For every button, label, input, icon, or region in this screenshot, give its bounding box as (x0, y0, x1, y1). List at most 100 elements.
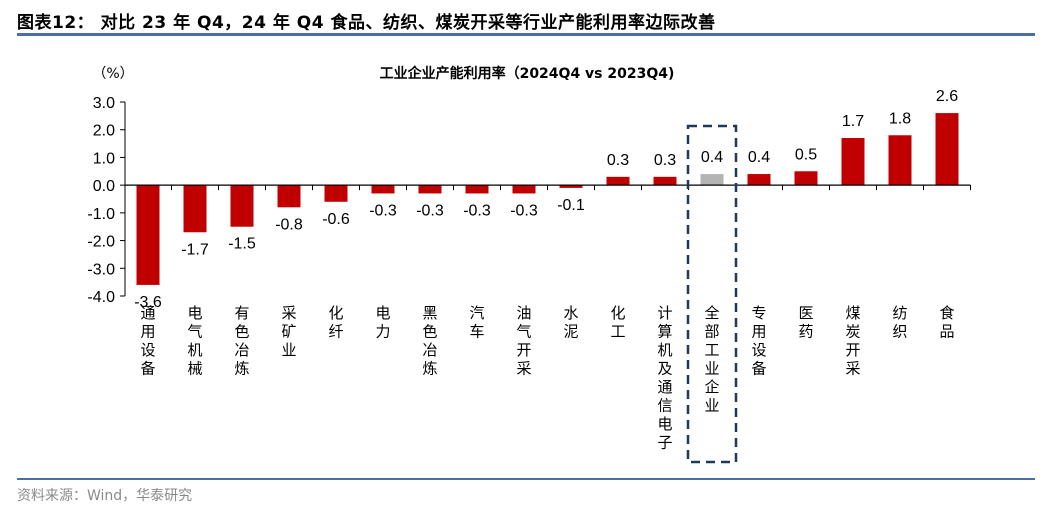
category-label: 汽 (469, 304, 484, 322)
category-label: 计 (657, 304, 672, 322)
category-label: 冶 (422, 341, 437, 359)
category-label: 电 (375, 304, 390, 322)
bar (747, 174, 771, 186)
bar-value-label: 0.4 (748, 149, 770, 166)
category-label: 车 (469, 323, 484, 341)
y-tick-label: -2.0 (87, 234, 115, 251)
category-label: 业 (704, 397, 719, 415)
category-label: 用 (751, 323, 766, 341)
figure-title: 图表12： 对比 23 年 Q4，24 年 Q4 食品、纺织、煤炭开采等行业产能… (17, 13, 716, 33)
bar-value-label: -0.8 (275, 216, 303, 233)
y-tick-label: 0.0 (93, 178, 115, 195)
bar (324, 185, 348, 202)
category-label: 备 (140, 360, 155, 378)
category-label: 矿 (281, 323, 296, 341)
category-label: 织 (892, 323, 907, 341)
category-label: 气 (187, 323, 202, 341)
category-label: 采 (845, 360, 860, 378)
bar-value-label: -0.1 (557, 197, 585, 214)
top-divider (17, 33, 1035, 36)
category-label: 采 (516, 360, 531, 378)
bottom-divider (17, 478, 1035, 480)
y-tick-label: -4.0 (87, 289, 115, 306)
bar-value-label: 1.8 (889, 110, 911, 127)
bar-value-label: -0.3 (510, 202, 538, 219)
category-label: 纺 (892, 304, 907, 322)
bar (465, 185, 489, 194)
category-label: 品 (939, 323, 954, 341)
y-axis-unit: （%） (92, 66, 133, 82)
category-label: 电 (187, 304, 202, 322)
bar-value-label: 0.3 (607, 152, 629, 169)
category-label: 化 (610, 304, 625, 322)
bar (230, 185, 254, 227)
category-label: 机 (187, 341, 202, 359)
category-label: 子 (657, 434, 672, 452)
category-label: 械 (187, 360, 202, 378)
y-tick-label: 3.0 (93, 95, 115, 112)
category-label: 专 (751, 304, 766, 322)
category-label: 机 (657, 341, 672, 359)
bar-value-label: -1.5 (228, 236, 256, 253)
bar (653, 176, 677, 186)
bar (512, 185, 536, 194)
category-label: 食 (939, 304, 954, 322)
highlight-box (686, 124, 738, 464)
category-label: 工 (610, 323, 625, 341)
category-label: 炼 (234, 360, 249, 378)
category-label: 及 (657, 360, 672, 378)
y-tick-label: -3.0 (87, 261, 115, 278)
bar (700, 174, 724, 186)
category-label: 色 (422, 323, 437, 341)
bar-value-label: 0.5 (795, 146, 817, 163)
category-label: 备 (751, 360, 766, 378)
category-label: 业 (704, 360, 719, 378)
category-label: 开 (845, 341, 860, 359)
category-label: 全 (704, 304, 719, 322)
bar (418, 185, 442, 194)
category-label: 用 (140, 323, 155, 341)
category-label: 纤 (328, 323, 343, 341)
bar-chart: 工业企业产能利用率（2024Q4 vs 2023Q4) （%） 3.0 2.0 1.0 0… (87, 65, 971, 464)
bar-value-label: -0.6 (322, 211, 350, 228)
category-label: 通 (140, 304, 155, 322)
bar (888, 135, 912, 186)
y-tick-label: -1.0 (87, 206, 115, 223)
category-label: 部 (704, 323, 719, 341)
category-label: 通 (657, 378, 672, 396)
category-label: 工 (704, 341, 719, 359)
bar (371, 185, 395, 194)
category-label: 医 (798, 304, 813, 322)
category-label: 设 (140, 341, 155, 359)
y-tick-label: 2.0 (93, 123, 115, 140)
category-label: 气 (516, 323, 531, 341)
category-label: 电 (657, 415, 672, 433)
category-label: 算 (657, 323, 672, 341)
category-label: 泥 (563, 323, 578, 341)
bar (136, 185, 160, 285)
category-label: 有 (234, 304, 249, 322)
bar-value-label: 0.3 (654, 152, 676, 169)
bar-value-label: -1.7 (181, 241, 209, 258)
bar (935, 113, 959, 186)
category-label: 炭 (845, 323, 860, 341)
bar-value-label: -0.3 (463, 202, 491, 219)
bar-value-label: -0.3 (369, 202, 397, 219)
category-label: 设 (751, 341, 766, 359)
category-label: 采 (281, 304, 296, 322)
category-label: 力 (375, 323, 390, 341)
bar (841, 138, 865, 186)
chart-title: 工业企业产能利用率（2024Q4 vs 2023Q4) (380, 65, 675, 82)
bar (606, 176, 630, 186)
y-tick-label: 1.0 (93, 150, 115, 167)
bar-value-label: 1.7 (842, 113, 864, 130)
bar-value-label: -3.6 (134, 294, 162, 311)
category-label: 油 (516, 304, 531, 322)
bar (794, 171, 818, 186)
category-label: 药 (798, 323, 813, 341)
category-label: 冶 (234, 341, 249, 359)
bar-value-label: 0.4 (701, 149, 723, 166)
bar (183, 185, 207, 233)
category-label: 业 (281, 341, 296, 359)
source-note: 资料来源：Wind，华泰研究 (17, 488, 193, 504)
